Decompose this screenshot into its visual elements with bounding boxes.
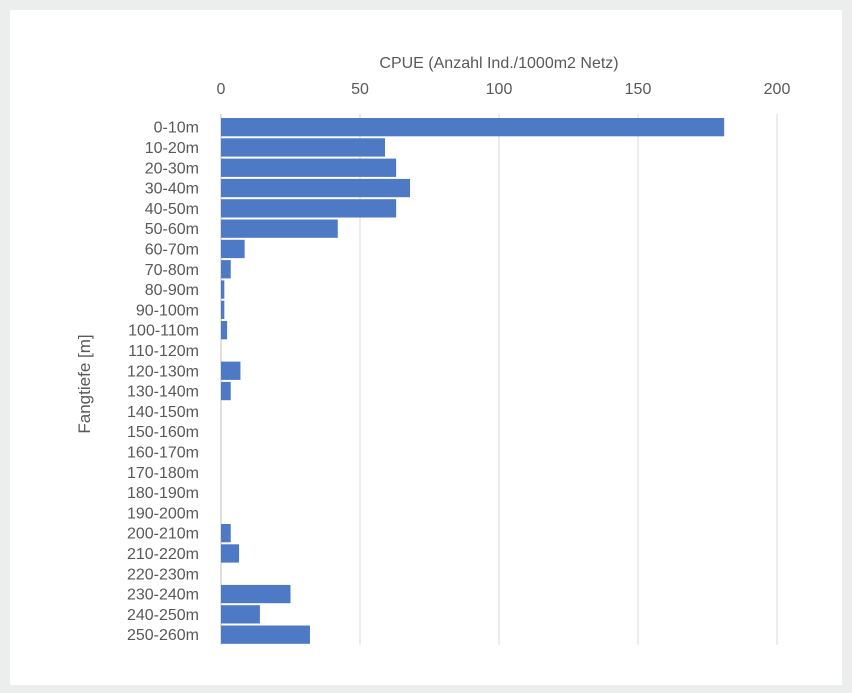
y-category-label: 170-180m xyxy=(127,465,199,482)
x-axis-title: CPUE (Anzahl Ind./1000m2 Netz) xyxy=(379,55,618,72)
bar xyxy=(221,158,397,177)
y-category-label: 130-140m xyxy=(127,384,199,401)
y-category-labels: 0-10m 10-20m 20-30m 30-40m 40-50m 50-60m 60-70… xyxy=(127,120,199,645)
bar xyxy=(221,625,310,644)
y-category-label: 160-170m xyxy=(127,444,199,461)
x-tick-label: 50 xyxy=(351,81,369,98)
y-category-label: 140-150m xyxy=(127,404,199,421)
y-category-label: 10-20m xyxy=(145,140,199,157)
y-category-label: 250-260m xyxy=(127,627,199,644)
x-tick-label: 100 xyxy=(486,81,513,98)
y-category-label: 30-40m xyxy=(145,181,199,198)
x-tick-label: 200 xyxy=(764,81,791,98)
y-category-label: 220-230m xyxy=(127,566,199,583)
y-category-label: 110-120m xyxy=(128,343,199,360)
bar xyxy=(221,524,231,543)
bar xyxy=(221,584,291,604)
x-tick-label: 0 xyxy=(217,81,226,98)
bar xyxy=(221,300,225,319)
y-category-label: 190-200m xyxy=(127,505,199,522)
bar xyxy=(221,605,260,624)
y-category-label: 80-90m xyxy=(145,282,199,299)
y-category-label: 70-80m xyxy=(145,262,199,279)
bar xyxy=(221,199,397,218)
y-category-label: 40-50m xyxy=(145,201,199,218)
bar xyxy=(221,321,228,340)
chart-panel: 0 50 100 150 200 0-10m 10-20m 20-30m 30-40m 40-5… xyxy=(10,10,842,685)
y-category-label: 100-110m xyxy=(128,323,199,340)
x-tick-label: 150 xyxy=(625,81,652,98)
bar-chart: 0 50 100 150 200 0-10m 10-20m 20-30m 30-40m 40-5… xyxy=(75,55,791,645)
y-category-label: 120-130m xyxy=(127,363,199,380)
bar xyxy=(221,260,231,279)
bar xyxy=(221,544,240,563)
bar xyxy=(221,361,241,380)
y-category-label: 150-160m xyxy=(127,424,199,441)
y-category-label: 230-240m xyxy=(127,587,199,604)
bar xyxy=(221,280,225,299)
y-category-label: 0-10m xyxy=(154,120,199,137)
bar xyxy=(221,239,245,259)
y-category-label: 200-210m xyxy=(127,526,199,543)
bars xyxy=(221,118,725,644)
y-category-label: 60-70m xyxy=(145,241,199,258)
bar xyxy=(221,118,725,137)
bar xyxy=(221,381,231,401)
x-tick-labels: 0 50 100 150 200 xyxy=(217,81,791,98)
bar xyxy=(221,219,338,238)
y-category-label: 180-190m xyxy=(127,485,199,502)
bar xyxy=(221,138,386,157)
bar xyxy=(221,178,411,198)
y-category-label: 210-220m xyxy=(127,546,199,563)
y-category-label: 50-60m xyxy=(145,221,199,238)
y-axis-title: Fangtiefe [m] xyxy=(75,334,94,433)
y-category-label: 90-100m xyxy=(136,302,199,319)
y-category-label: 240-250m xyxy=(127,607,199,624)
y-category-label: 20-30m xyxy=(145,160,199,177)
